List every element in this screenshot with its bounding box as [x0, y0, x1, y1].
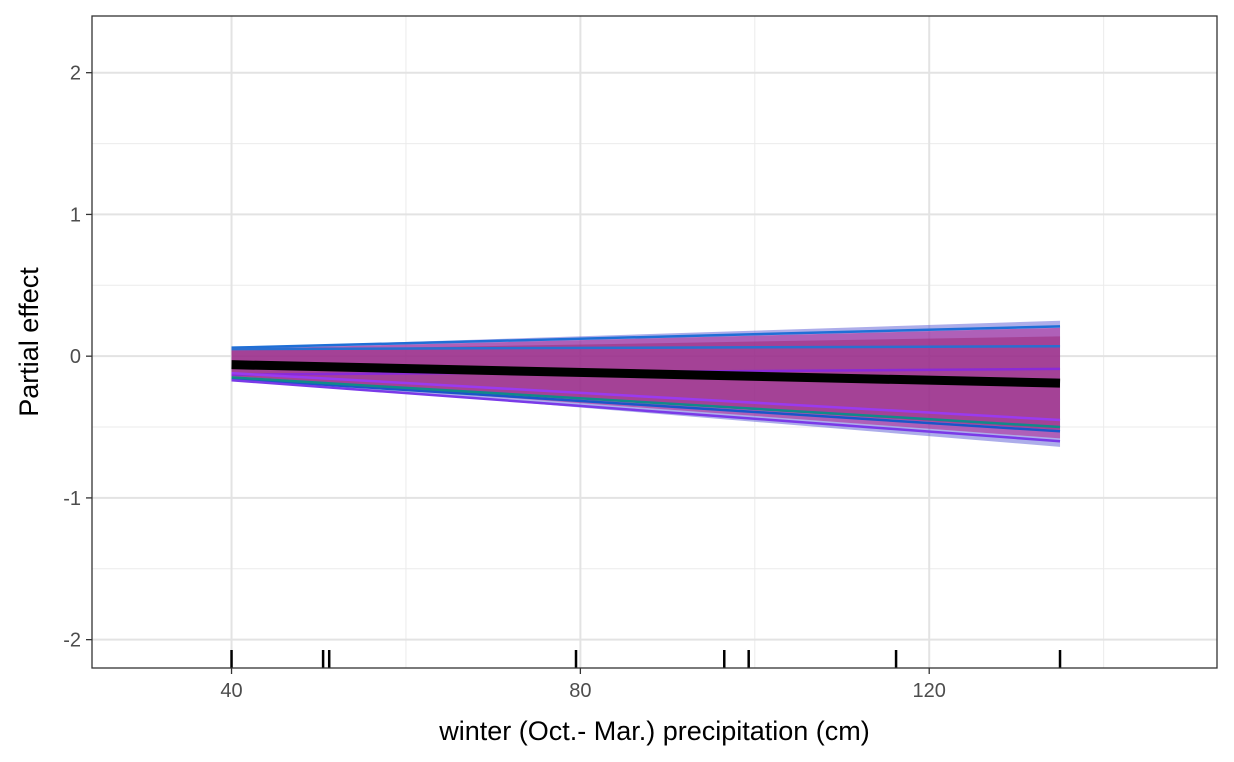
x-tick-label: 80 — [569, 680, 591, 702]
x-tick-label: 120 — [913, 680, 946, 702]
confidence-ribbon — [231, 336, 1061, 430]
y-axis: -2 -1 0 1 2 — [63, 63, 92, 652]
series-line — [231, 377, 1061, 433]
y-tick-label: 0 — [70, 346, 81, 368]
y-tick-label: -2 — [63, 630, 81, 652]
series-line — [231, 325, 1061, 349]
confidence-ribbons — [231, 320, 1061, 447]
y-tick-label: 2 — [70, 63, 81, 85]
x-axis: 40 80 120 — [220, 668, 946, 702]
rug-marks — [230, 650, 1062, 668]
plot-border — [91, 15, 1218, 669]
series-line — [231, 379, 1061, 443]
series-lines — [231, 325, 1061, 443]
x-axis-title: winter (Oct.- Mar.) precipitation (cm) — [438, 716, 870, 746]
series-line — [231, 376, 1061, 429]
y-tick-label: -1 — [63, 488, 81, 510]
minor-gridlines — [92, 16, 1217, 668]
series-line — [231, 345, 1061, 351]
y-axis-title: Partial effect — [14, 267, 44, 417]
mean-effect-line — [231, 360, 1061, 388]
x-tick-label: 40 — [220, 680, 242, 702]
y-tick-label: 1 — [70, 204, 81, 226]
series-line — [231, 371, 1061, 422]
